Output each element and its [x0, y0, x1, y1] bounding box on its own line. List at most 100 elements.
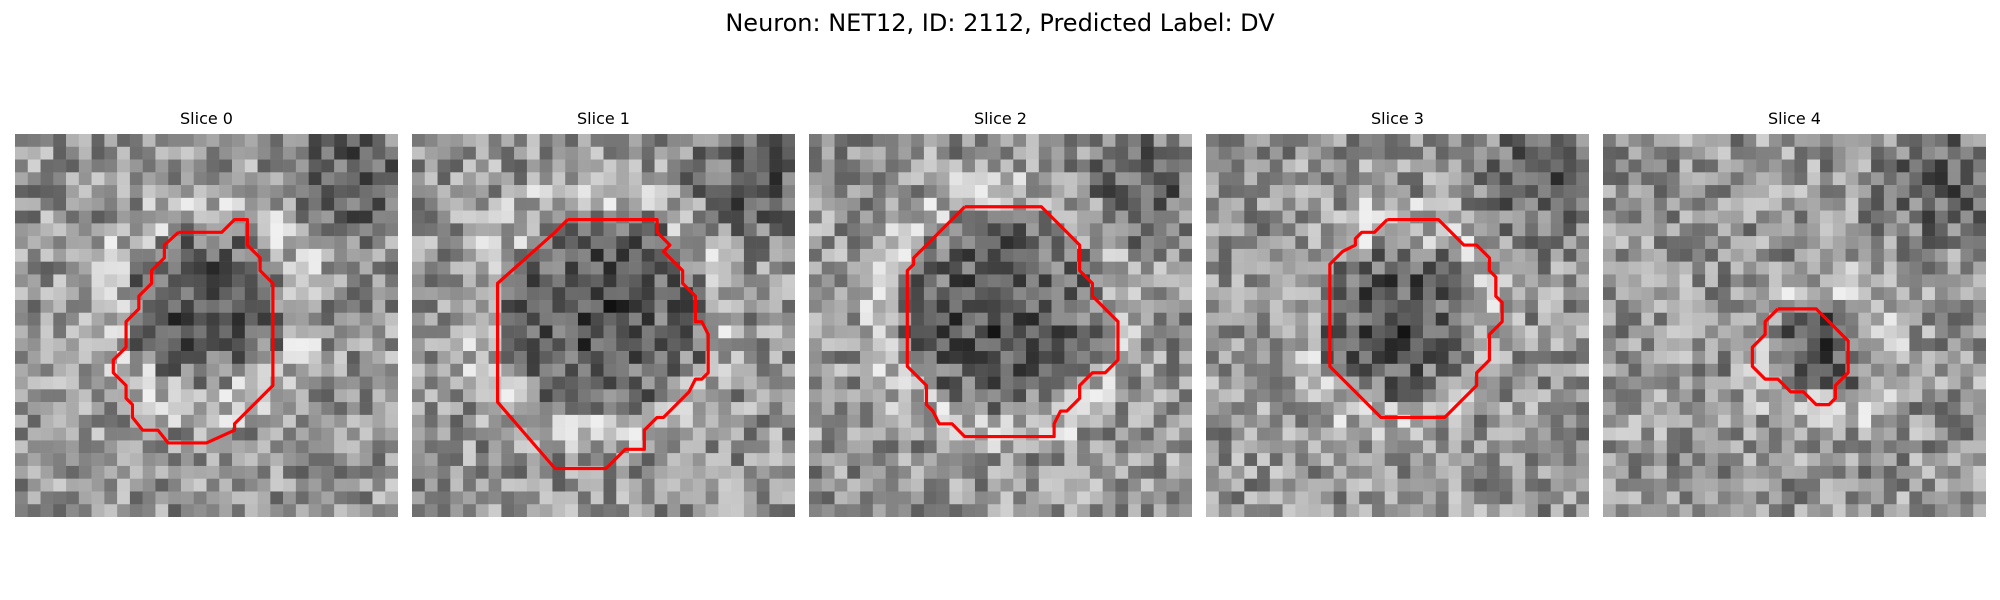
pixel	[885, 478, 899, 492]
pixel	[1679, 465, 1693, 479]
pixel	[1563, 236, 1577, 250]
pixel	[1832, 134, 1846, 148]
pixel	[1410, 325, 1424, 339]
pixel	[680, 338, 694, 352]
pixel	[1934, 146, 1948, 160]
pixel	[1320, 376, 1334, 390]
pixel	[168, 185, 182, 199]
pixel	[1206, 312, 1220, 326]
pixel	[603, 287, 617, 301]
pixel	[809, 504, 823, 517]
pixel	[1654, 210, 1668, 224]
pixel	[27, 504, 41, 517]
pixel	[872, 491, 886, 505]
pixel	[1257, 351, 1271, 365]
pixel	[756, 491, 770, 505]
pixel	[232, 197, 246, 211]
pixel	[1679, 274, 1693, 288]
pixel	[1756, 159, 1770, 173]
pixel	[526, 312, 540, 326]
pixel	[731, 299, 745, 313]
pixel	[1756, 287, 1770, 301]
pixel	[667, 414, 681, 428]
pixel	[193, 427, 207, 441]
pixel	[1244, 427, 1258, 441]
pixel	[872, 223, 886, 237]
pixel	[936, 427, 950, 441]
pixel	[1679, 325, 1693, 339]
pixel	[692, 159, 706, 173]
pixel	[1077, 491, 1091, 505]
pixel	[1845, 146, 1859, 160]
pixel	[1206, 453, 1220, 467]
pixel	[1641, 134, 1655, 148]
pixel	[1576, 351, 1589, 365]
pixel	[180, 312, 194, 326]
pixel	[244, 197, 258, 211]
pixel	[1628, 504, 1642, 517]
pixel	[283, 465, 297, 479]
pixel	[1563, 338, 1577, 352]
pixel	[1883, 453, 1897, 467]
pixel	[321, 287, 335, 301]
pixel	[1410, 389, 1424, 403]
pixel	[219, 414, 233, 428]
pixel	[898, 134, 912, 148]
pixel	[1743, 287, 1757, 301]
pixel	[488, 427, 502, 441]
pixel	[412, 440, 426, 454]
pixel	[1743, 504, 1757, 517]
pixel	[680, 376, 694, 390]
pixel	[936, 197, 950, 211]
pixel	[1218, 465, 1232, 479]
pixel	[974, 236, 988, 250]
pixel	[1218, 478, 1232, 492]
pixel	[769, 248, 783, 262]
pixel	[1525, 299, 1539, 313]
pixel	[1013, 363, 1027, 377]
pixel	[1666, 210, 1680, 224]
pixel	[1359, 172, 1373, 186]
pixel	[142, 223, 156, 237]
pixel	[1115, 491, 1129, 505]
pixel	[1038, 491, 1052, 505]
pixel	[1909, 197, 1923, 211]
pixel	[1359, 146, 1373, 160]
pixel	[1973, 351, 1986, 365]
pixel	[1320, 312, 1334, 326]
pixel	[1768, 440, 1782, 454]
pixel	[1384, 159, 1398, 173]
pixel	[565, 287, 579, 301]
pixel	[809, 299, 823, 313]
pixel	[1794, 210, 1808, 224]
pixel	[756, 261, 770, 275]
pixel	[1000, 504, 1014, 517]
pixel	[552, 248, 566, 262]
pixel	[155, 299, 169, 313]
pixel	[1026, 453, 1040, 467]
pixel	[1730, 134, 1744, 148]
pixel	[27, 389, 41, 403]
pixel	[1038, 274, 1052, 288]
pixel	[1218, 427, 1232, 441]
pixel	[552, 414, 566, 428]
pixel	[974, 414, 988, 428]
pixel	[1244, 491, 1258, 505]
pixel	[1666, 299, 1680, 313]
pixel	[1756, 465, 1770, 479]
pixel	[372, 248, 386, 262]
pixel	[603, 210, 617, 224]
pixel	[1115, 504, 1129, 517]
pixel	[1000, 299, 1014, 313]
pixel	[308, 427, 322, 441]
pixel	[334, 274, 348, 288]
pixel	[949, 159, 963, 173]
pixel	[1077, 325, 1091, 339]
pixel	[1692, 274, 1706, 288]
pixel	[1896, 261, 1910, 275]
pixel	[1244, 185, 1258, 199]
pixel	[1359, 185, 1373, 199]
pixel	[565, 440, 579, 454]
pixel	[40, 465, 54, 479]
pixel	[475, 274, 489, 288]
